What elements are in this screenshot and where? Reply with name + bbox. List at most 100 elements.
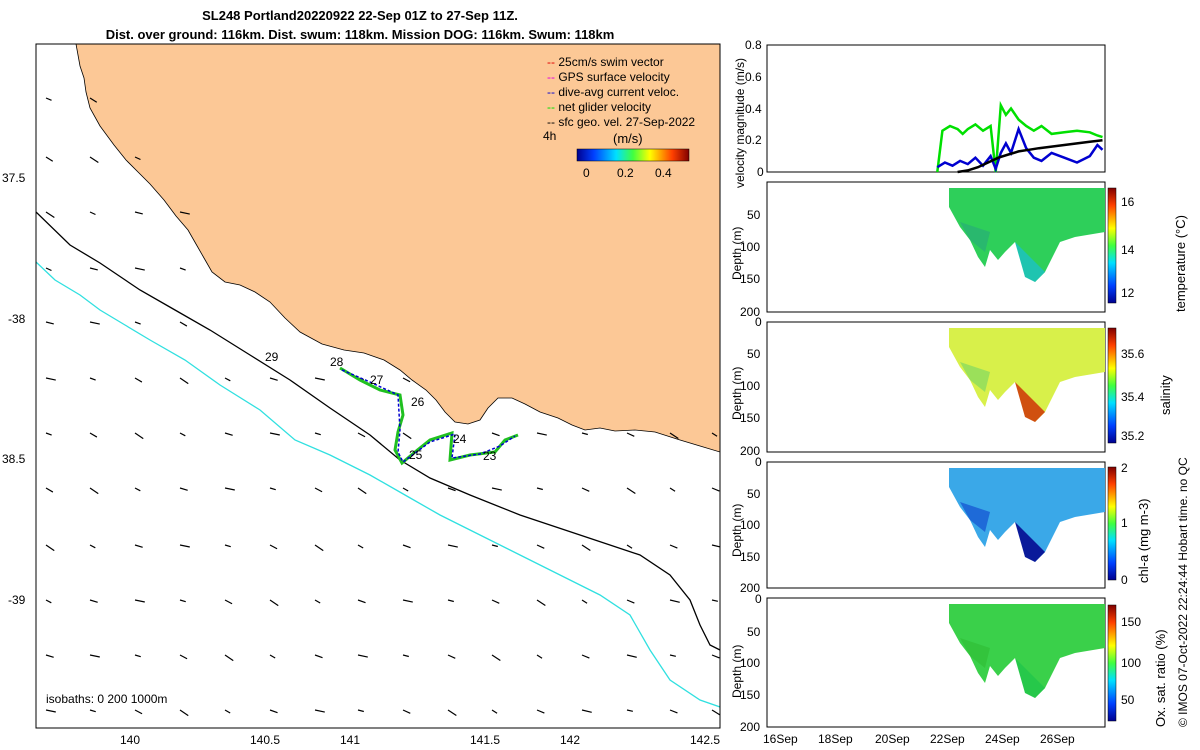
vel-ytick: 0.2 [745,133,762,147]
current-vector [581,544,591,552]
current-vector [402,654,409,658]
depth-tick: 50 [747,347,761,361]
current-vector [491,654,501,662]
cbar-tick: 100 [1121,656,1142,670]
cbar-tick: 2 [1121,461,1128,475]
current-vector [491,432,500,437]
current-vector [269,654,276,659]
depth-tick: 100 [740,656,761,670]
depth-tick: 200 [740,444,761,458]
credit-text: © IMOS 07-Oct-2022 22:24:44 Hobart time.… [1176,457,1190,727]
current-vector [179,211,190,215]
colorbar-tick: 0.2 [617,166,634,180]
cbar-tick: 35.4 [1121,390,1145,404]
current-vector [45,709,56,713]
velocity-series [936,100,1104,174]
current-vector [626,654,637,658]
glider-track-detail [341,369,516,464]
current-vector [89,599,98,603]
section-patches [949,188,1105,698]
current-vector [179,654,188,660]
current-vector [224,654,234,662]
current-vector [134,267,145,271]
current-vector [224,377,231,382]
current-vector [269,432,280,436]
depth-tick: 150 [740,550,761,564]
lon-tick: 142 [560,733,581,747]
lon-tick: 140.5 [250,733,281,747]
current-vector [581,487,590,492]
current-vector [402,432,412,440]
legend-4h: 4h [543,129,557,143]
section-patch [949,188,1105,282]
current-vector [45,211,55,218]
legend-label: 25cm/s swim vector [558,55,664,69]
current-vector [269,487,276,491]
cbar-tick: 0 [1121,573,1128,587]
current-vector [269,377,278,381]
current-vector [314,377,325,381]
current-vector [669,544,678,549]
velocity-series-line [957,139,1103,174]
current-vector [711,544,720,548]
current-vector [45,599,52,604]
current-vector [134,156,141,161]
current-vector [711,487,720,492]
current-vector [447,599,454,603]
current-vector [134,377,143,383]
colorbar-title: (m/s) [613,131,643,146]
current-vector [179,377,189,385]
day-label: 28 [330,355,344,369]
chart-title-line1: SL248 Portland20220922 22-Sep 01Z to 27-… [202,8,518,23]
current-vector [45,377,56,381]
current-vector [626,432,635,437]
current-vector [45,97,52,101]
current-vector [357,654,368,658]
depth-tick: 200 [740,720,761,734]
time-tick: 18Sep [818,732,853,746]
current-vector [536,654,543,659]
current-vector [89,487,99,495]
current-vector [314,599,321,604]
depth-tick: 50 [747,208,761,222]
current-vector [711,599,718,602]
current-vector [134,654,141,658]
day-label: 29 [265,350,279,364]
current-vector [89,709,96,713]
current-vector [357,709,364,713]
current-vector [134,432,144,440]
current-vector [402,599,413,603]
lat-tick: 38.5 [2,452,26,466]
current-vector [626,599,635,604]
legend-label: net glider velocity [558,100,652,114]
lat-tick: 37.5 [2,171,26,185]
current-vector [357,599,366,604]
current-vector [491,487,502,491]
current-vector [179,432,186,437]
current-vector [669,709,678,714]
section-patch-deep [1015,242,1045,282]
land [75,44,720,453]
current-vector [224,709,231,714]
current-vector [89,432,98,438]
vel-ytick: 0 [757,165,764,179]
legend-label: dive-avg current veloc. [558,85,680,99]
vel-ytick: 0.6 [745,70,762,84]
current-vector [314,654,323,659]
colorbars [1107,187,1117,722]
colorbar-label: temperature (°C) [1173,215,1188,312]
current-vector [269,599,279,607]
current-vector [447,487,456,492]
current-vector [179,599,186,603]
current-vector [669,487,676,492]
lon-tick: 141.5 [470,733,501,747]
velocity-series-line [936,100,1103,173]
day-label: 26 [411,395,425,409]
colorbar-label: chl-a (mg m-3) [1136,498,1151,583]
velocity-series-line [936,125,1104,173]
current-vector [179,321,188,327]
current-vector [581,432,588,436]
depth-tick: 50 [747,625,761,639]
current-vector [89,267,98,271]
current-vector [134,709,143,715]
